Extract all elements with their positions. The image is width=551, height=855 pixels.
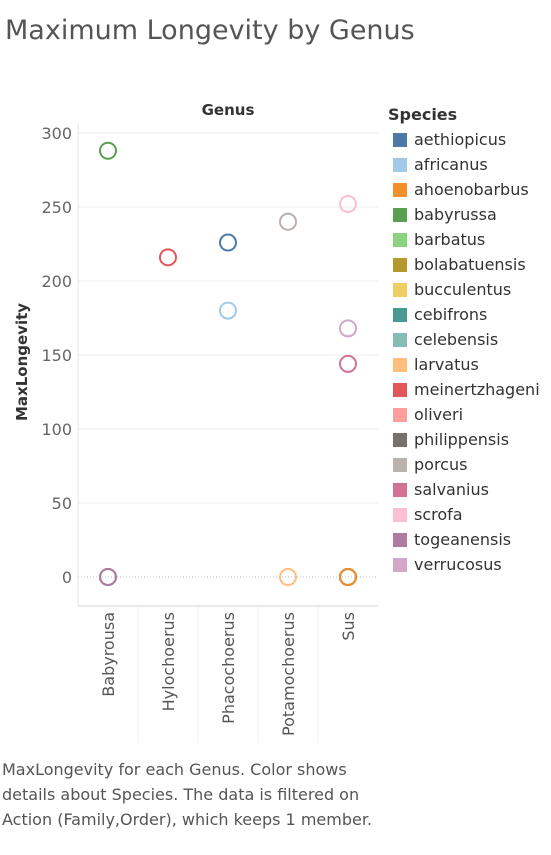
legend-swatch [393,457,407,472]
data-point [99,568,117,586]
column-header: Genus [202,101,255,119]
x-tick-label: Phacochoerus [219,612,238,724]
legend-item[interactable]: porcus [388,452,551,477]
y-tick-label: 0 [62,568,72,587]
legend-label: larvatus [414,355,479,374]
legend-label: babyrussa [414,205,497,224]
legend-swatch [393,532,407,547]
legend-item[interactable]: meinertzhageni [388,377,551,402]
legend-swatch [393,157,407,172]
legend: Species aethiopicus africanus ahoenobarbus… [388,103,551,577]
legend-item[interactable]: celebensis [388,327,551,352]
legend-label: togeanensis [414,530,512,549]
legend-item[interactable]: ahoenobarbus [388,177,551,202]
y-tick-label: 100 [41,420,72,439]
y-tick-label: 300 [41,124,72,143]
y-tick-label: 200 [41,272,72,291]
legend-swatch [393,557,407,572]
legend-label: ahoenobarbus [414,180,529,199]
legend-label: meinertzhageni [414,380,540,399]
legend-label: verrucosus [414,555,502,574]
legend-swatch [393,357,407,372]
data-point [339,195,357,214]
data-point [279,212,297,231]
legend-swatch [393,507,407,522]
legend-label: scrofa [414,505,463,524]
chart-title: Maximum Longevity by Genus [5,15,415,46]
legend-label: salvanius [414,480,489,499]
legend-label: philippensis [414,430,510,449]
legend-label: aethiopicus [414,130,507,149]
x-tick-label: Babyrousa [99,612,118,697]
legend-label: bolabatuensis [414,255,526,274]
scatter-chart: Genus 0 50 100 150 200 250 300 MaxLongevity Babyr… [13,101,378,743]
legend-swatch [393,132,407,147]
legend-swatch [393,382,407,397]
legend-label: celebensis [414,330,499,349]
legend-title: Species [388,105,458,124]
legend-item[interactable]: salvanius [388,477,551,502]
x-tick-label: Hylochoerus [159,612,178,711]
legend-swatch [393,332,407,347]
legend-item[interactable]: togeanensis [388,527,551,552]
legend-label: cebifrons [414,305,488,324]
legend-swatch [393,282,407,297]
data-point [339,319,357,338]
legend-label: porcus [414,455,468,474]
legend-item[interactable]: larvatus [388,352,551,377]
legend-item[interactable]: aethiopicus [388,127,551,152]
data-point [99,141,117,160]
legend-swatch [393,307,407,322]
data-point [219,301,237,320]
x-tick-label: Potamochoerus [279,612,298,736]
y-tick-label: 150 [41,346,72,365]
y-tick-label: 50 [52,494,72,513]
legend-swatch [393,232,407,247]
legend-label: oliveri [414,405,464,424]
legend-item[interactable]: bucculentus [388,277,551,302]
legend-swatch [393,207,407,222]
legend-swatch [393,432,407,447]
data-point [159,248,177,267]
legend-item[interactable]: africanus [388,152,551,177]
legend-swatch [393,407,407,422]
legend-item[interactable]: barbatus [388,227,551,252]
data-point [219,233,237,252]
legend-swatch [393,257,407,272]
x-tick-label: Sus [339,612,358,641]
legend-item[interactable]: oliveri [388,402,551,427]
legend-swatch [393,482,407,497]
legend-item[interactable]: babyrussa [388,202,551,227]
data-point [339,568,357,586]
legend-label: barbatus [414,230,486,249]
legend-label: africanus [414,155,488,174]
y-tick-label: 250 [41,198,72,217]
legend-item[interactable]: bolabatuensis [388,252,551,277]
legend-swatch [393,182,407,197]
legend-label: bucculentus [414,280,512,299]
data-point [279,568,297,586]
data-point [339,354,357,373]
legend-item[interactable]: philippensis [388,427,551,452]
legend-item[interactable]: cebifrons [388,302,551,327]
legend-item[interactable]: scrofa [388,502,551,527]
y-axis-label: MaxLongevity [13,303,31,421]
chart-caption: MaxLongevity for each Genus. Color shows… [2,760,373,829]
legend-item[interactable]: verrucosus [388,552,551,577]
